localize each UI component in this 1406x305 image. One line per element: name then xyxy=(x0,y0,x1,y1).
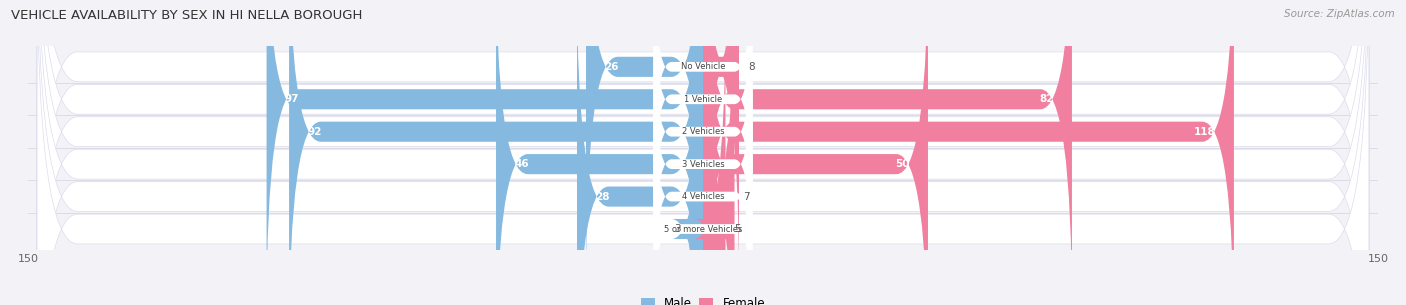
Text: 4 Vehicles: 4 Vehicles xyxy=(682,192,724,201)
FancyBboxPatch shape xyxy=(654,0,752,192)
FancyBboxPatch shape xyxy=(496,0,703,305)
FancyBboxPatch shape xyxy=(576,0,703,305)
Text: VEHICLE AVAILABILITY BY SEX IN HI NELLA BOROUGH: VEHICLE AVAILABILITY BY SEX IN HI NELLA … xyxy=(11,9,363,22)
FancyBboxPatch shape xyxy=(37,0,1369,305)
FancyBboxPatch shape xyxy=(37,0,1369,305)
FancyBboxPatch shape xyxy=(267,0,703,305)
Text: 82: 82 xyxy=(1039,94,1054,104)
Text: 92: 92 xyxy=(307,127,322,137)
FancyBboxPatch shape xyxy=(654,7,752,257)
FancyBboxPatch shape xyxy=(703,0,734,305)
FancyBboxPatch shape xyxy=(37,0,1369,305)
FancyBboxPatch shape xyxy=(37,0,1369,305)
Text: 1 Vehicle: 1 Vehicle xyxy=(683,95,723,104)
FancyBboxPatch shape xyxy=(654,0,752,224)
Text: 5 or more Vehicles: 5 or more Vehicles xyxy=(664,224,742,234)
FancyBboxPatch shape xyxy=(654,104,752,305)
Text: 118: 118 xyxy=(1194,127,1216,137)
Text: 50: 50 xyxy=(896,159,910,169)
FancyBboxPatch shape xyxy=(703,0,1234,305)
Legend: Male, Female: Male, Female xyxy=(641,296,765,305)
FancyBboxPatch shape xyxy=(703,0,740,284)
FancyBboxPatch shape xyxy=(290,0,703,305)
FancyBboxPatch shape xyxy=(703,0,1071,305)
Text: No Vehicle: No Vehicle xyxy=(681,62,725,71)
FancyBboxPatch shape xyxy=(672,12,721,305)
Text: 97: 97 xyxy=(284,94,299,104)
FancyBboxPatch shape xyxy=(37,0,1369,305)
FancyBboxPatch shape xyxy=(654,39,752,289)
Text: 28: 28 xyxy=(595,192,610,202)
Text: 3 Vehicles: 3 Vehicles xyxy=(682,160,724,169)
Text: 8: 8 xyxy=(748,62,755,72)
FancyBboxPatch shape xyxy=(654,72,752,305)
Text: 5: 5 xyxy=(734,224,741,234)
FancyBboxPatch shape xyxy=(37,0,1369,305)
FancyBboxPatch shape xyxy=(695,12,734,305)
FancyBboxPatch shape xyxy=(586,0,703,284)
Text: 7: 7 xyxy=(744,192,751,202)
FancyBboxPatch shape xyxy=(703,0,928,305)
Text: 26: 26 xyxy=(605,62,619,72)
Text: 3: 3 xyxy=(673,224,681,234)
Text: Source: ZipAtlas.com: Source: ZipAtlas.com xyxy=(1284,9,1395,19)
Text: 46: 46 xyxy=(515,159,529,169)
Text: 2 Vehicles: 2 Vehicles xyxy=(682,127,724,136)
